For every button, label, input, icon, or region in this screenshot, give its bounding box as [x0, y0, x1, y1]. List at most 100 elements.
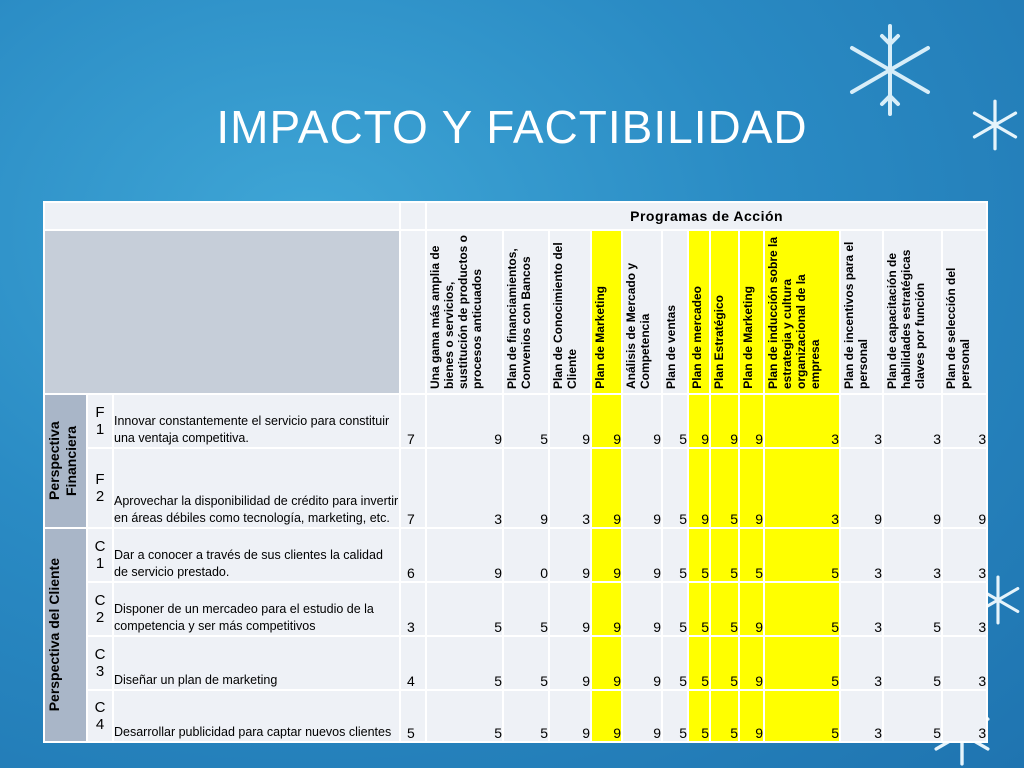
score-cell: 9 — [621, 581, 664, 637]
score-cell: 3 — [839, 527, 885, 583]
objective-text: Innovar constantemente el servicio para … — [111, 393, 402, 449]
score-cell: 3 — [763, 447, 842, 529]
snowflake-icon — [850, 24, 930, 116]
program-header-2: Plan de financiamientos, Convenios con B… — [502, 229, 551, 395]
score-cell: 3 — [941, 635, 989, 691]
header-total-blank — [399, 229, 428, 395]
header-objectives-blank — [42, 229, 402, 395]
score-cell: 9 — [621, 635, 664, 691]
program-header-5: Análisis de Mercado y Competencia — [621, 229, 664, 395]
objective-code: C 1 — [86, 527, 114, 583]
score-cell: 9 — [590, 635, 624, 691]
score-cell: 5 — [882, 581, 944, 637]
score-cell: 9 — [425, 527, 505, 583]
objective-text: Dar a conocer a través de sus clientes l… — [111, 527, 402, 583]
score-cell: 3 — [839, 689, 885, 743]
table-row: Perspectiva del Cliente C 1 Dar a conocer … — [43, 527, 989, 743]
program-header-10: Plan de inducción sobre la estrategia y … — [763, 229, 842, 395]
header-blank-total — [399, 201, 428, 231]
program-label: Plan de inducción sobre la estrategia y … — [766, 236, 823, 389]
table-row: C 2 Disponer de un mercadeo para el estud… — [44, 581, 989, 637]
objective-code: F 1 — [86, 393, 114, 449]
score-cell: 5 — [882, 635, 944, 691]
score-cell: 9 — [621, 527, 664, 583]
score-cell: 5 — [661, 447, 690, 529]
objective-code: C 4 — [86, 689, 114, 743]
score-cell: 9 — [621, 447, 664, 529]
score-cell: 9 — [738, 581, 766, 637]
score-cell: 5 — [661, 581, 690, 637]
program-label: Plan de mercadeo — [690, 286, 705, 389]
score-cell: 5 — [709, 447, 741, 529]
score-cell: 5 — [763, 527, 842, 583]
score-cell: 5 — [763, 581, 842, 637]
program-header-1: Una gama más amplia de bienes o servicio… — [425, 229, 505, 395]
objective-code: C 2 — [86, 581, 114, 637]
program-header-4: Plan de Marketing — [590, 229, 624, 395]
program-header-13: Plan de selección del personal — [941, 229, 989, 395]
score-cell: 5 — [661, 635, 690, 691]
score-cell: 3 — [882, 527, 944, 583]
program-label: Plan de Conocimiento del Cliente — [551, 242, 580, 389]
slide-title: IMPACTO Y FACTIBILIDAD — [216, 101, 808, 153]
score-cell: 3 — [763, 393, 842, 449]
program-label: Plan de selección del personal — [944, 267, 973, 389]
program-header-6: Plan de ventas — [661, 229, 690, 395]
score-cell: 9 — [882, 447, 944, 529]
program-label: Una gama más amplia de bienes o servicio… — [428, 234, 485, 389]
program-header-3: Plan de Conocimiento del Cliente — [548, 229, 593, 395]
score-cell: 9 — [548, 581, 593, 637]
table-row: C 3 Diseñar un plan de marketing 4 5 5 9 9 9 5 5 5… — [44, 635, 989, 691]
score-cell: 9 — [621, 393, 664, 449]
score-cell: 5 — [687, 527, 712, 583]
objective-score: 6 — [399, 527, 428, 583]
score-cell: 5 — [709, 527, 741, 583]
program-header-9: Plan de Marketing — [738, 229, 766, 395]
objective-score: 4 — [399, 635, 428, 691]
score-cell: 5 — [502, 581, 551, 637]
program-label: Análisis de Mercado y Competencia — [624, 262, 653, 389]
perspective-label: Perspectiva Financiera — [46, 421, 79, 501]
objective-text: Desarrollar publicidad para captar nuevo… — [111, 689, 402, 743]
program-label: Plan de incentivos para el personal — [842, 241, 871, 389]
score-cell: 5 — [425, 581, 505, 637]
score-cell: 5 — [425, 635, 505, 691]
score-cell: 5 — [709, 635, 741, 691]
score-cell: 5 — [687, 689, 712, 743]
score-cell: 9 — [425, 393, 505, 449]
score-cell: 5 — [738, 527, 766, 583]
score-cell: 9 — [941, 447, 989, 529]
score-cell: 5 — [502, 635, 551, 691]
score-cell: 3 — [941, 527, 989, 583]
program-label: Plan de capacitación de habilidades estr… — [885, 249, 928, 389]
score-cell: 9 — [590, 527, 624, 583]
score-cell: 9 — [548, 635, 593, 691]
score-cell: 9 — [687, 393, 712, 449]
score-cell: 9 — [687, 447, 712, 529]
header-blank — [42, 201, 402, 231]
score-cell: 5 — [709, 581, 741, 637]
perspective-label: Perspectiva del Cliente — [46, 558, 62, 712]
score-cell: 9 — [590, 689, 624, 743]
program-label: Plan de ventas — [664, 304, 679, 389]
impact-feasibility-table: Programas de Acción Una gama más amplia … — [42, 201, 989, 743]
score-cell: 5 — [709, 689, 741, 743]
score-cell: 9 — [502, 447, 551, 529]
score-cell: 5 — [687, 581, 712, 637]
objective-code: F 2 — [86, 447, 114, 529]
objective-code: C 3 — [86, 635, 114, 691]
score-cell: 3 — [839, 635, 885, 691]
program-header-11: Plan de incentivos para el personal — [839, 229, 885, 395]
score-cell: 3 — [941, 581, 989, 637]
score-cell: 9 — [839, 447, 885, 529]
score-cell: 5 — [763, 635, 842, 691]
score-cell: 3 — [425, 447, 505, 529]
score-cell: 3 — [941, 393, 989, 449]
score-cell: 5 — [882, 689, 944, 743]
score-cell: 0 — [502, 527, 551, 583]
snowflake-icon — [972, 99, 1018, 151]
score-cell: 3 — [882, 393, 944, 449]
objective-text: Diseñar un plan de marketing — [111, 635, 402, 691]
score-cell: 9 — [590, 581, 624, 637]
score-cell: 3 — [839, 393, 885, 449]
